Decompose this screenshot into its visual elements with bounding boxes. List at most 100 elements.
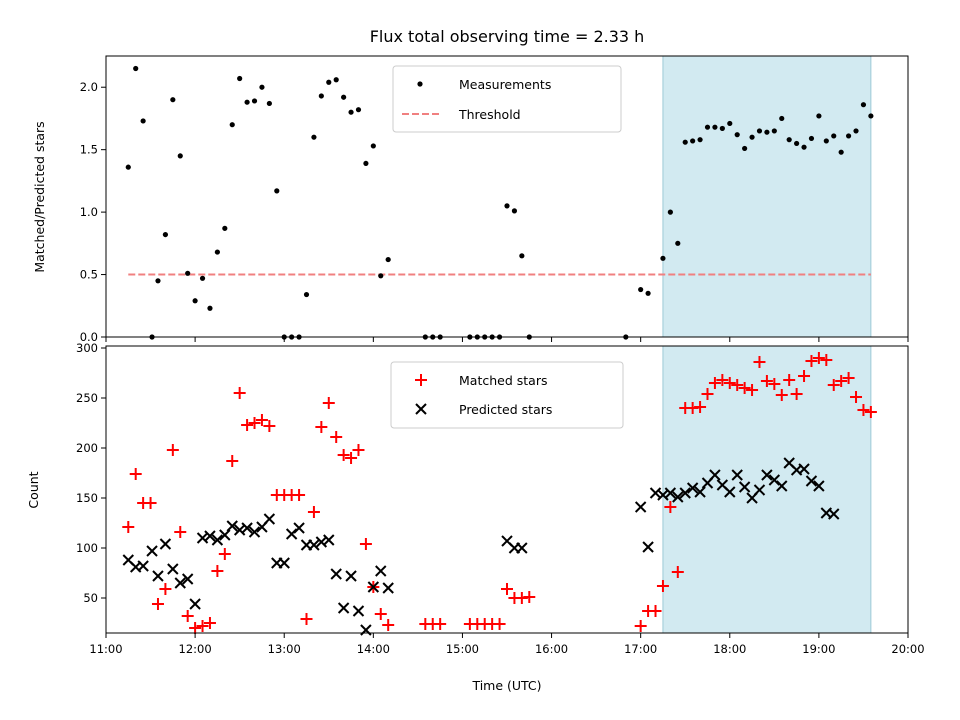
predicted-star-point <box>694 486 706 498</box>
measurement-point <box>712 124 718 130</box>
matched-star-point <box>805 355 818 367</box>
measurement-point <box>251 98 258 104</box>
predicted-star-point <box>345 570 357 582</box>
y-tick-label: 250 <box>76 391 98 405</box>
matched-star-point <box>716 374 729 386</box>
measurement-point <box>199 275 206 281</box>
matched-star-point <box>768 378 781 390</box>
top-axes-frame <box>105 55 909 338</box>
matched-star-point <box>812 352 825 364</box>
measurement-point <box>511 208 518 214</box>
matched-star-point <box>820 354 833 366</box>
measurement-point <box>170 97 176 103</box>
predicted-star-point <box>204 530 216 542</box>
predicted-star-point <box>211 534 224 546</box>
matched-star-point <box>501 583 513 595</box>
matched-star-point <box>293 489 306 501</box>
matched-star-point <box>196 620 209 632</box>
measurement-point <box>333 77 339 83</box>
legend-threshold-label: Threshold <box>458 107 521 122</box>
predicted-star-point <box>337 602 350 614</box>
measurement-point <box>355 107 362 113</box>
chart-title: Flux total observing time = 2.33 h <box>370 27 645 46</box>
matched-star-point <box>842 372 855 384</box>
measurement-point <box>853 128 859 134</box>
measurement-point <box>222 225 228 231</box>
measurement-point <box>504 203 510 209</box>
x-tick-label: 14:00 <box>357 642 390 656</box>
measurement-point <box>816 113 822 119</box>
measurement-point <box>125 164 131 170</box>
measurement-point <box>326 79 332 85</box>
predicted-star-point <box>308 539 320 551</box>
measurement-point <box>808 135 815 142</box>
matched-star-point <box>671 566 684 578</box>
matched-star-point <box>723 377 736 389</box>
x-tick-label: 16:00 <box>535 642 568 656</box>
measurement-point <box>363 160 369 167</box>
legend-predicted-marker <box>415 403 427 415</box>
measurement-point <box>318 93 324 99</box>
matched-star-point <box>850 391 863 403</box>
x-tick-label: 18:00 <box>713 642 746 656</box>
measurement-point <box>838 149 844 155</box>
x-tick-label: 19:00 <box>802 642 835 656</box>
matched-star-point <box>315 421 328 433</box>
x-axis-label: Time (UTC) <box>471 678 541 693</box>
measurement-point <box>734 132 740 138</box>
matched-star-point <box>634 620 647 632</box>
predicted-star-point <box>634 501 647 513</box>
predicted-star-point <box>776 480 788 492</box>
matched-star-point <box>382 619 395 631</box>
measurement-point <box>823 138 829 144</box>
bottom-predicted-points <box>122 457 840 636</box>
predicted-star-point <box>672 491 684 503</box>
legend-measurements-label: Measurements <box>459 77 551 92</box>
measurement-point <box>638 286 644 293</box>
measurement-point <box>177 153 183 159</box>
measurement-point <box>140 118 146 124</box>
top-legend: Measurements Threshold <box>392 65 622 133</box>
predicted-star-point <box>813 480 825 492</box>
measurement-point <box>207 305 213 311</box>
predicted-star-point <box>189 598 201 610</box>
matched-star-point <box>129 468 142 480</box>
measurement-point <box>690 138 696 144</box>
measurement-point <box>667 209 673 215</box>
predicted-star-point <box>293 522 305 534</box>
measurement-point <box>519 253 525 259</box>
bottom-matched-points <box>122 352 877 634</box>
legend-matched-label: Matched stars <box>459 373 547 388</box>
top-y-ticks: 0.0 0.5 1.0 1.5 2.0 <box>80 80 106 344</box>
matched-star-point <box>248 417 261 429</box>
measurement-point <box>378 273 384 279</box>
measurement-point <box>764 129 770 135</box>
measurement-point <box>237 75 243 82</box>
matched-star-point <box>189 622 202 634</box>
matched-star-point <box>300 613 313 625</box>
measurement-point <box>801 144 807 150</box>
matched-star-point <box>835 375 848 387</box>
y-tick-label: 100 <box>76 541 98 555</box>
matched-star-point <box>493 618 506 630</box>
y-tick-label: 1.0 <box>80 205 98 219</box>
predicted-star-point <box>367 581 380 593</box>
measurement-point <box>675 240 681 246</box>
measurement-point <box>341 94 347 100</box>
measurement-point <box>845 133 852 139</box>
predicted-star-point <box>642 541 654 553</box>
x-tick-label: 12:00 <box>179 642 212 656</box>
predicted-star-point <box>768 474 781 486</box>
measurement-point <box>370 143 376 149</box>
matched-star-point <box>359 538 372 550</box>
measurement-point <box>214 249 220 255</box>
x-tick-label: 13:00 <box>268 642 301 656</box>
matched-star-point <box>434 618 447 630</box>
measurement-point <box>779 115 785 122</box>
matched-star-point <box>211 565 224 577</box>
matched-star-point <box>151 598 164 610</box>
y-tick-label: 50 <box>83 591 98 605</box>
matched-star-point <box>226 455 239 467</box>
measurement-point <box>794 140 800 147</box>
